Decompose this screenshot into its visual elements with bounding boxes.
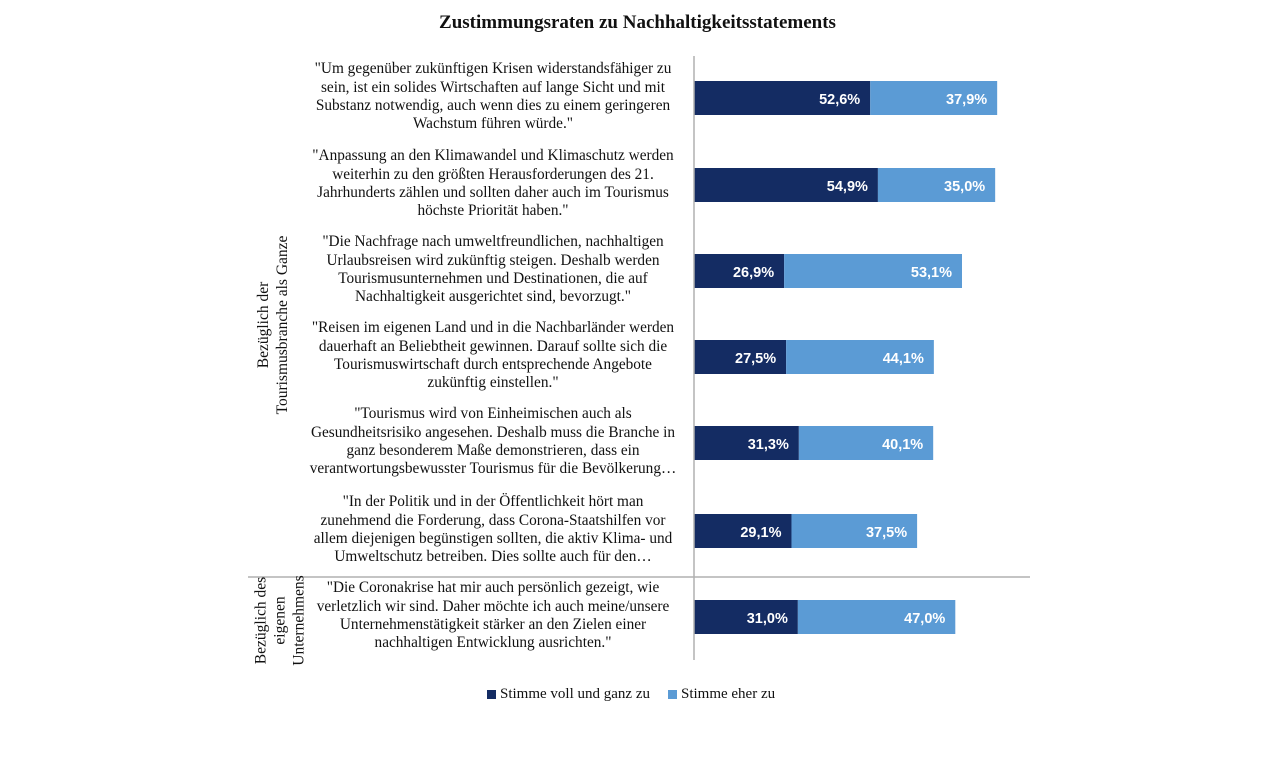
statement-label-6: "In der Politik und in der Öffentlichkei… [283,493,703,567]
legend-item-series-2: Stimme eher zu [667,685,776,703]
statement-label-7: "Die Coronakrise hat mir auch persönlich… [283,579,703,653]
data-label-series-1-row-1: 52,6% [819,92,860,108]
bar-series-1-row-3 [694,254,785,288]
statement-label-2-line-4: höchste Priorität haben." [417,202,569,220]
data-label-series-1-row-6: 29,1% [740,525,781,541]
statement-label-6-line-2: zunehmend die Forderung, dass Corona-Sta… [320,511,666,529]
group-label-2-line-2: eigenen [271,595,289,645]
statement-label-6-line-4: Umweltschutz betreiben. Dies sollte auch… [334,548,652,566]
statement-label-3-line-3: Tourismusunternehmen und Destinationen, … [338,270,648,287]
statement-label-6-line-3: allem diejenigen begünstigen sollten, di… [313,530,673,547]
data-label-series-2-row-3: 53,1% [911,265,952,281]
group-label-2-line-3: Unternehmens [290,574,308,666]
bar-series-1-row-5 [694,426,799,460]
group-label-1-line-2: Tourismusbranche als Ganze [274,235,291,415]
statement-label-2-line-1: "Anpassung an den Klimawandel und Klimas… [312,147,674,165]
statement-label-2: "Anpassung an den Klimawandel und Klimas… [283,147,703,221]
statement-label-7-line-4: nachhaltigen Entwicklung ausrichten." [374,634,612,652]
bar-series-2-row-1 [870,81,998,115]
group-label-1-line-1: Bezüglich der [255,281,272,369]
data-label-series-1-row-5: 31,3% [748,437,789,453]
data-label-series-1-row-4: 27,5% [735,351,776,367]
bar-chart: 52,6% 37,9% 54,9% 35,0% 26,9% 53,1% 27,5% 44,1%… [248,56,1030,660]
bar-series-2-row-6 [791,514,918,548]
statement-label-2-line-3: Jahrhunderts zählen und sollten daher au… [317,184,669,201]
bar-series-2-row-3 [784,254,962,288]
data-label-series-2-row-2: 35,0% [944,179,985,195]
bar-series-2-row-2 [877,168,996,202]
data-label-series-2-row-1: 37,9% [946,92,987,108]
statement-label-3-line-4: Nachhaltigkeit ausgerichtet sind, bevorz… [355,288,631,306]
data-label-series-2-row-4: 44,1% [883,351,924,367]
statement-label-1-line-3: Substanz notwendig, auch wenn dies zu ei… [315,97,671,114]
statement-label-1-line-1: "Um gegenüber zukünftigen Krisen widerst… [314,60,672,78]
statement-label-2-line-2: weiterhin zu den größten Herausforderung… [332,165,654,183]
data-label-series-1-row-2: 54,9% [827,179,868,195]
legend-label-series-2: Stimme eher zu [680,685,776,702]
data-label-series-2-row-7: 47,0% [904,611,945,627]
statement-label-5-line-2: Gesundheitsrisiko angesehen. Deshalb mus… [310,423,676,441]
statement-label-1: "Um gegenüber zukünftigen Krisen widerst… [283,60,703,134]
statement-label-5-line-1: "Tourismus wird von Einheimischen auch a… [354,405,632,423]
statement-label-7-line-3: Unternehmenstätigkeit stärker an den Zie… [339,616,647,633]
legend: Stimme voll und ganz zu Stimme eher zu [487,684,793,704]
statement-label-3-line-1: "Die Nachfrage nach umweltfreundlichen, … [322,233,664,251]
bar-series-1-row-2 [694,168,878,202]
statement-label-4-line-1: "Reisen im eigenen Land und in die Nachb… [311,319,675,337]
statement-label-1-line-4: Wachstum führen würde." [412,115,574,133]
bar-series-2-row-4 [786,340,934,374]
chart-title: Zustimmungsraten zu Nachhaltigkeitsstate… [439,12,836,33]
data-label-series-1-row-3: 26,9% [733,265,774,281]
group-label-2: Bezüglich des eigenen Unternehmens [252,460,309,780]
data-label-series-2-row-5: 40,1% [882,437,923,453]
statement-label-5-line-3: ganz besonderem Maße demonstrieren, dass… [346,442,640,459]
statement-label-4-line-4: zukünftig einstellen." [427,374,559,392]
statement-label-7-line-2: verletzlich wir sind. Daher möchte ich a… [316,597,670,615]
data-label-series-2-row-6: 37,5% [866,525,907,541]
data-label-series-1-row-7: 31,0% [747,611,788,627]
bar-series-2-row-7 [797,600,956,634]
statement-label-4: "Reisen im eigenen Land und in die Nachb… [283,319,703,393]
bar-series-2-row-5 [798,426,934,460]
legend-swatch-series-1 [487,689,496,699]
statement-label-1-line-2: sein, ist ein solides Wirtschaften auf l… [320,78,666,96]
bar-series-1-row-1 [694,81,871,115]
bar-series-1-row-4 [694,340,787,374]
legend-swatch-series-2 [667,689,677,699]
statement-label-3-line-2: Urlaubsreisen wird zukünftig steigen. De… [326,251,660,269]
statement-label-3: "Die Nachfrage nach umweltfreundlichen, … [283,233,703,307]
statement-label-5: "Tourismus wird von Einheimischen auch a… [283,405,703,479]
statement-label-4-line-3: Tourismuswirtschaft durch entsprechende … [334,356,652,373]
statement-label-5-line-4: verantwortungsbewusster Tourismus für di… [309,460,677,478]
statement-label-6-line-1: "In der Politik und in der Öffentlichkei… [342,493,644,511]
bar-series-1-row-7 [694,600,798,634]
bar-series-1-row-6 [694,514,792,548]
group-label-1: Bezüglich der Tourismusbranche als Ganze [254,165,292,485]
legend-item-series-1: Stimme voll und ganz zu [487,686,650,703]
group-label-2-line-1: Bezüglich des [252,576,270,664]
legend-label-series-1: Stimme voll und ganz zu [500,685,650,702]
statement-label-7-line-1: "Die Coronakrise hat mir auch persönlich… [326,579,660,597]
statement-label-4-line-2: dauerhaft an Beliebtheit gewinnen. Darau… [318,337,668,355]
